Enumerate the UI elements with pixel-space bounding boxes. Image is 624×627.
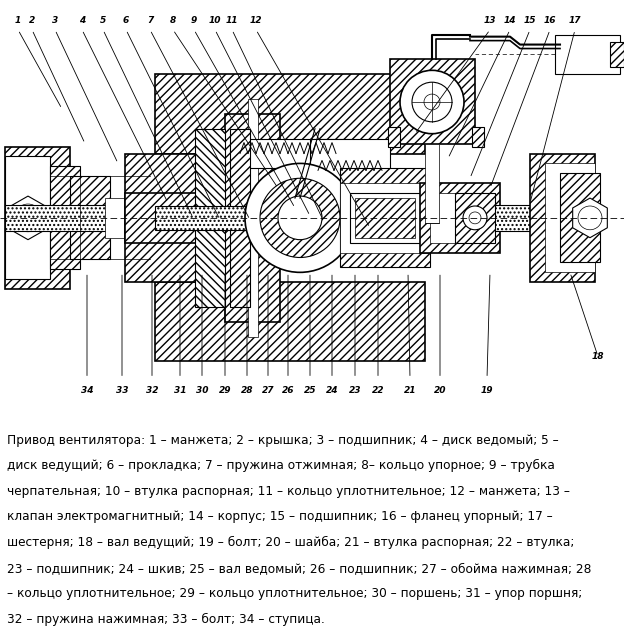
Circle shape bbox=[245, 164, 355, 272]
Bar bbox=[155, 74, 425, 154]
Text: 27: 27 bbox=[261, 386, 275, 395]
Bar bbox=[155, 206, 465, 229]
Bar bbox=[455, 193, 495, 243]
Bar bbox=[545, 164, 595, 272]
Text: 23 – подшипник; 24 – шкив; 25 – вал ведомый; 26 – подшипник; 27 – обойма нажимна: 23 – подшипник; 24 – шкив; 25 – вал ведо… bbox=[7, 562, 592, 575]
Bar bbox=[70, 176, 110, 260]
Text: 3: 3 bbox=[52, 16, 58, 24]
Text: 14: 14 bbox=[504, 16, 516, 24]
Circle shape bbox=[469, 212, 481, 224]
Bar bbox=[195, 129, 225, 307]
Text: 1: 1 bbox=[15, 16, 21, 24]
Bar bbox=[610, 41, 624, 67]
Text: 20: 20 bbox=[434, 386, 446, 395]
Text: клапан электромагнитный; 14 – корпус; 15 – подшипник; 16 – фланец упорный; 17 –: клапан электромагнитный; 14 – корпус; 15… bbox=[7, 510, 553, 524]
Bar bbox=[340, 183, 430, 253]
Bar bbox=[430, 193, 490, 243]
Circle shape bbox=[278, 196, 322, 240]
Text: шестерня; 18 – вал ведущий; 19 – болт; 20 – шайба; 21 – втулка распорная; 22 – в: шестерня; 18 – вал ведущий; 19 – болт; 2… bbox=[7, 536, 575, 549]
Text: 5: 5 bbox=[100, 16, 106, 24]
Bar bbox=[155, 282, 425, 362]
Bar bbox=[5, 205, 155, 231]
Text: 32: 32 bbox=[146, 386, 158, 395]
Bar bbox=[310, 139, 390, 188]
Text: 21: 21 bbox=[404, 386, 416, 395]
Bar bbox=[125, 154, 205, 282]
Text: Привод вентилятора: 1 – манжета; 2 – крышка; 3 – подшипник; 4 – диск ведомый; 5 : Привод вентилятора: 1 – манжета; 2 – кры… bbox=[7, 434, 559, 446]
Text: 33: 33 bbox=[115, 386, 129, 395]
Bar bbox=[555, 34, 620, 74]
Text: 23: 23 bbox=[349, 386, 361, 395]
Bar bbox=[420, 183, 500, 253]
Bar bbox=[125, 193, 205, 243]
Polygon shape bbox=[9, 196, 47, 240]
Text: 10: 10 bbox=[209, 16, 222, 24]
Bar bbox=[230, 129, 250, 307]
Text: 28: 28 bbox=[241, 386, 253, 395]
Bar bbox=[225, 114, 280, 322]
Text: 17: 17 bbox=[568, 16, 581, 24]
Text: 13: 13 bbox=[484, 16, 496, 24]
Text: 24: 24 bbox=[326, 386, 338, 395]
Circle shape bbox=[463, 206, 487, 229]
Bar bbox=[530, 154, 595, 282]
Bar bbox=[248, 99, 258, 337]
Text: 32 – пружина нажимная; 33 – болт; 34 – ступица.: 32 – пружина нажимная; 33 – болт; 34 – с… bbox=[7, 613, 325, 626]
Bar bbox=[460, 205, 590, 231]
Text: 18: 18 bbox=[592, 352, 604, 362]
Text: 29: 29 bbox=[219, 386, 232, 395]
Bar bbox=[50, 166, 80, 270]
Bar bbox=[5, 147, 70, 289]
Bar bbox=[232, 139, 352, 169]
Circle shape bbox=[260, 178, 340, 258]
Text: 26: 26 bbox=[282, 386, 295, 395]
Text: диск ведущий; 6 – прокладка; 7 – пружина отжимная; 8– кольцо упорное; 9 – трубка: диск ведущий; 6 – прокладка; 7 – пружина… bbox=[7, 459, 555, 472]
Text: 22: 22 bbox=[372, 386, 384, 395]
Text: черпательная; 10 – втулка распорная; 11 – кольцо уплотнительное; 12 – манжета; 1: черпательная; 10 – втулка распорная; 11 … bbox=[7, 485, 570, 498]
Text: 19: 19 bbox=[480, 386, 493, 395]
Text: 6: 6 bbox=[123, 16, 129, 24]
Bar bbox=[340, 169, 430, 267]
Bar bbox=[560, 173, 600, 263]
Circle shape bbox=[412, 82, 452, 122]
Circle shape bbox=[578, 206, 602, 229]
Text: 2: 2 bbox=[29, 16, 35, 24]
Text: 30: 30 bbox=[196, 386, 208, 395]
Circle shape bbox=[424, 94, 440, 110]
Circle shape bbox=[400, 70, 464, 134]
Text: 16: 16 bbox=[544, 16, 556, 24]
Polygon shape bbox=[573, 198, 607, 238]
Text: 4: 4 bbox=[79, 16, 85, 24]
Bar bbox=[390, 60, 475, 144]
Bar bbox=[425, 144, 439, 223]
Text: 12: 12 bbox=[250, 16, 262, 24]
Text: 8: 8 bbox=[170, 16, 176, 24]
Bar bbox=[472, 127, 484, 147]
Text: 31: 31 bbox=[173, 386, 186, 395]
Bar bbox=[5, 157, 50, 279]
Text: 11: 11 bbox=[226, 16, 238, 24]
Text: 7: 7 bbox=[147, 16, 153, 24]
Circle shape bbox=[14, 204, 42, 232]
Text: 25: 25 bbox=[304, 386, 316, 395]
Bar bbox=[388, 127, 400, 147]
Text: 34: 34 bbox=[80, 386, 93, 395]
Bar bbox=[105, 198, 125, 238]
Text: 15: 15 bbox=[524, 16, 536, 24]
Text: 9: 9 bbox=[191, 16, 197, 24]
Bar bbox=[350, 193, 420, 243]
Bar bbox=[355, 198, 415, 238]
Text: – кольцо уплотнительное; 29 – кольцо уплотнительное; 30 – поршень; 31 – упор пор: – кольцо уплотнительное; 29 – кольцо упл… bbox=[7, 587, 583, 600]
